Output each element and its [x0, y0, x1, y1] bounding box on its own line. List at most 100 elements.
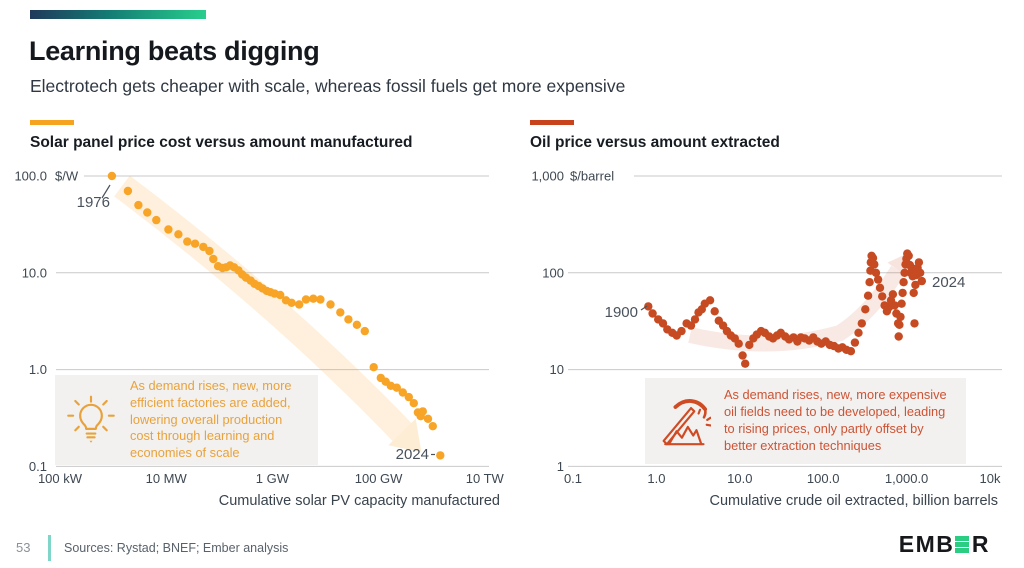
- x-tick-label: 10 TW: [466, 471, 505, 486]
- data-point: [164, 225, 173, 234]
- data-point: [705, 296, 715, 305]
- data-point: [123, 186, 133, 196]
- data-point: [897, 299, 906, 308]
- x-axis-label: Cumulative solar PV capacity manufacture…: [219, 493, 500, 509]
- pickaxe-icon: [662, 399, 711, 446]
- data-point: [326, 300, 335, 309]
- trend-arrow-band: [114, 175, 412, 442]
- x-axis-label: Cumulative crude oil extracted, billion …: [709, 493, 998, 509]
- logo-text-prefix: EMB: [898, 531, 955, 557]
- data-point: [911, 280, 920, 290]
- y-tick-label: 100.0: [14, 169, 47, 184]
- data-point: [875, 283, 885, 292]
- data-point: [686, 321, 696, 330]
- data-point: [907, 263, 916, 273]
- y-tick-label: 1,000: [531, 169, 564, 184]
- data-point: [360, 326, 369, 336]
- data-point: [398, 388, 407, 397]
- data-point: [888, 290, 898, 299]
- trend-arrow-head: [388, 418, 422, 453]
- data-point: [741, 359, 750, 368]
- data-point: [916, 268, 925, 277]
- y-axis-unit: $/barrel: [570, 169, 614, 184]
- solar-callout: As demand rises, new, more efficient fac…: [55, 375, 318, 465]
- oil-points: [644, 249, 926, 368]
- data-point: [677, 326, 686, 336]
- data-point: [301, 295, 311, 304]
- data-point: [392, 383, 401, 392]
- y-tick-label: 10: [550, 362, 564, 377]
- x-tick-label: 1 GW: [256, 471, 290, 486]
- y-tick-label: 10.0: [22, 265, 47, 280]
- y-tick-label: 1.0: [29, 362, 47, 377]
- data-point: [287, 298, 296, 307]
- data-point: [899, 278, 908, 287]
- end-year-label: 2024: [396, 446, 429, 463]
- data-point: [409, 399, 418, 408]
- data-point: [738, 351, 747, 360]
- data-point: [648, 309, 657, 318]
- solar-chart-title: Solar panel price cost versus amount man…: [30, 134, 413, 151]
- data-point: [873, 275, 883, 284]
- data-point: [276, 290, 285, 300]
- data-point: [209, 254, 218, 264]
- start-year-label: 1976: [77, 194, 110, 211]
- data-point: [423, 414, 433, 423]
- data-point: [878, 292, 887, 301]
- data-point: [894, 332, 903, 341]
- data-point: [710, 307, 719, 316]
- data-point: [868, 253, 878, 263]
- oil-chart: 1,000 $/barrel 100 10 10.1 1.0 10.0 100.0 1,000.…: [531, 169, 1002, 509]
- data-point: [863, 291, 873, 300]
- x-tick-label: 100 GW: [355, 471, 403, 486]
- data-point: [854, 328, 863, 337]
- slide-title: Learning beats digging: [29, 36, 320, 66]
- data-point: [344, 315, 353, 324]
- y-tick-label: 100: [542, 265, 564, 280]
- logo-text-suffix: R: [971, 531, 990, 557]
- logo-green-e-icon: [955, 536, 970, 553]
- data-point: [904, 251, 913, 260]
- x-tick-label: 10.0: [727, 471, 752, 486]
- end-year-label: 2024: [932, 274, 965, 291]
- solar-accent-bar: [30, 120, 74, 125]
- data-point: [295, 300, 304, 309]
- oil-callout-text: As demand rises, new, more expensive oil…: [724, 387, 947, 453]
- data-point: [190, 239, 200, 248]
- data-point: [369, 363, 378, 372]
- y-axis-unit: $/W: [55, 169, 79, 184]
- data-point: [352, 320, 362, 329]
- data-point: [871, 268, 881, 277]
- data-point: [309, 294, 318, 303]
- x-tick-label: 0.1: [564, 471, 582, 486]
- data-point: [428, 422, 437, 431]
- data-point: [658, 319, 668, 328]
- solar-callout-text: As demand rises, new, more efficient fac…: [130, 378, 292, 461]
- data-point: [418, 407, 427, 416]
- data-point: [205, 246, 214, 256]
- data-point: [900, 268, 909, 277]
- oil-accent-bar: [530, 120, 574, 125]
- data-point: [909, 288, 918, 298]
- start-label-leader: [101, 184, 111, 199]
- data-point: [745, 340, 754, 350]
- data-point: [850, 338, 860, 347]
- ember-logo: EMB R: [899, 531, 990, 558]
- data-point: [134, 200, 143, 210]
- data-point: [890, 301, 899, 310]
- data-point: [896, 312, 905, 322]
- data-point: [107, 171, 117, 181]
- oil-chart-title: Oil price versus amount extracted: [530, 134, 780, 151]
- data-point: [910, 319, 919, 328]
- data-point: [143, 208, 152, 217]
- y-tick-label: 1: [557, 459, 564, 474]
- data-point: [183, 237, 192, 246]
- data-point: [846, 347, 856, 356]
- x-tick-label: 10k: [980, 471, 1001, 486]
- lightbulb-icon: [67, 395, 115, 443]
- oil-callout: As demand rises, new, more expensive oil…: [645, 378, 966, 464]
- data-point: [152, 215, 161, 225]
